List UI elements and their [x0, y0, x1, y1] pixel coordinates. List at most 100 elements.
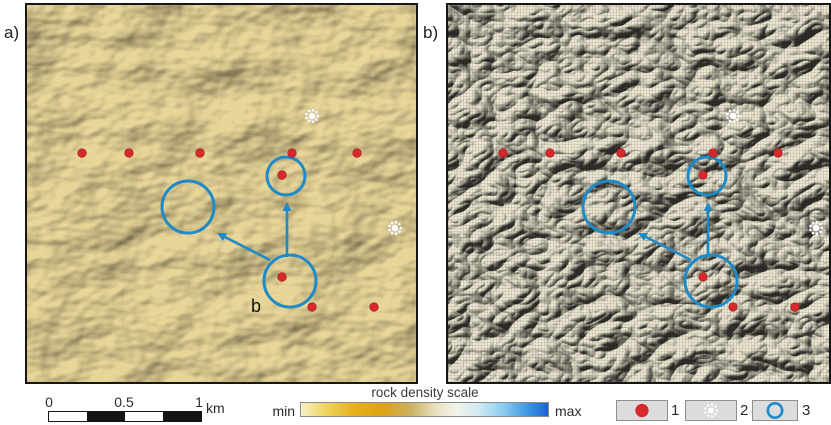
- sun-ray: [715, 408, 719, 413]
- sun-core: [707, 406, 715, 415]
- map-panel-b: [446, 3, 831, 384]
- arrow-shaft: [224, 235, 271, 262]
- red-dot-marker: [708, 148, 718, 158]
- red-dot-marker: [369, 302, 379, 312]
- sun-ray: [314, 118, 318, 122]
- sample-circle: [160, 179, 216, 235]
- scalebar-tick-1: 1: [195, 394, 203, 410]
- legend-item-blue-circle: [752, 400, 798, 421]
- red-dot-marker: [352, 148, 362, 158]
- sun-ray: [307, 119, 311, 123]
- arrow-head: [282, 202, 292, 211]
- arrow-shaft: [645, 235, 692, 262]
- sample-circle: [262, 253, 318, 309]
- sun-ray: [394, 220, 398, 224]
- sample-circle: [265, 155, 307, 197]
- sun-ray: [397, 230, 401, 234]
- sun-ray: [311, 120, 315, 124]
- legend-item-red-dot: [616, 400, 668, 421]
- legend-label-1: 1: [671, 402, 680, 419]
- sun-ray: [713, 412, 718, 416]
- red-dot-marker: [728, 302, 738, 312]
- sun-ray: [710, 414, 714, 418]
- red-dot-marker: [287, 148, 297, 158]
- sun-ray: [808, 224, 813, 228]
- annotation-overlay-b: [498, 108, 824, 312]
- scalebar-segment: [163, 412, 201, 421]
- annotation-overlay-a: b: [77, 108, 403, 316]
- sun-ray: [390, 231, 394, 235]
- sun-ray: [818, 222, 822, 226]
- scalebar-tick-0: 0: [45, 394, 53, 410]
- arrow-head: [638, 233, 649, 242]
- sun-ray: [725, 116, 730, 120]
- red-dot-marker: [277, 272, 287, 282]
- sun-core: [729, 112, 737, 120]
- map-panel-a: b: [25, 3, 418, 384]
- scalebar: [48, 411, 202, 422]
- sun-ray: [316, 114, 320, 118]
- sun-ray: [314, 110, 318, 114]
- sun-core: [308, 112, 316, 120]
- scalebar-ticks: 0 0.5 1: [0, 394, 260, 410]
- panel-a-label: a): [4, 23, 20, 42]
- sun-ray: [304, 116, 309, 120]
- scalebar-tick-05: 0.5: [114, 394, 134, 410]
- sun-ray: [815, 232, 819, 236]
- red-dot-marker: [124, 148, 134, 158]
- map-callout-label: b: [251, 296, 261, 316]
- sun-ray: [703, 406, 708, 411]
- sample-circle: [581, 179, 637, 235]
- red-dot-marker: [773, 148, 783, 158]
- sun-ray: [713, 405, 718, 409]
- sun-marker: [387, 220, 403, 236]
- sun-ray: [815, 220, 819, 224]
- panel-b-label: b): [423, 23, 439, 42]
- sun-ray: [728, 109, 732, 113]
- scalebar-segment: [87, 412, 125, 421]
- sun-core: [812, 224, 820, 232]
- scalebar-unit: km: [206, 400, 225, 416]
- sun-ray: [710, 403, 714, 407]
- sun-marker: [304, 108, 320, 124]
- sun-ray: [808, 228, 813, 232]
- density-scale-title: rock density scale: [371, 385, 479, 400]
- sun-ray: [397, 222, 401, 226]
- sun-ray: [311, 108, 315, 112]
- red-dot-marker: [698, 170, 708, 180]
- sun-ray: [725, 112, 730, 116]
- sun-ray: [399, 226, 403, 230]
- red-dot-marker: [498, 148, 508, 158]
- sun-marker-legend: [703, 403, 719, 418]
- sun-ray: [390, 221, 394, 225]
- legend-label-2: 2: [740, 402, 749, 419]
- red-dot-icon: [635, 403, 649, 418]
- red-dot-marker: [616, 148, 626, 158]
- sun-ray: [387, 228, 392, 232]
- sun-ray: [732, 120, 736, 124]
- red-dot-marker: [545, 148, 555, 158]
- sun-ray: [706, 414, 710, 418]
- sun-ray: [732, 108, 736, 112]
- sun-core: [391, 224, 399, 232]
- sun-ray: [304, 112, 309, 116]
- red-dot-marker: [790, 302, 800, 312]
- red-dot-marker: [698, 272, 708, 282]
- scalebar-segment: [49, 412, 87, 421]
- sun-marker: [808, 220, 824, 236]
- sample-circle: [686, 155, 728, 197]
- density-gradient-bar: [300, 402, 549, 417]
- sample-circle: [683, 253, 739, 309]
- sun-ray: [735, 118, 739, 122]
- terrain-a-relief: [27, 5, 416, 382]
- terrain-b-relief: [448, 5, 829, 382]
- sun-ray: [811, 231, 815, 235]
- sun-ray: [811, 221, 815, 225]
- sun-ray: [818, 230, 822, 234]
- sun-ray: [703, 410, 708, 415]
- sun-marker: [725, 108, 741, 124]
- legend-label-3: 3: [802, 402, 811, 419]
- density-scale-min-label: min: [272, 403, 295, 419]
- red-dot-marker: [195, 148, 205, 158]
